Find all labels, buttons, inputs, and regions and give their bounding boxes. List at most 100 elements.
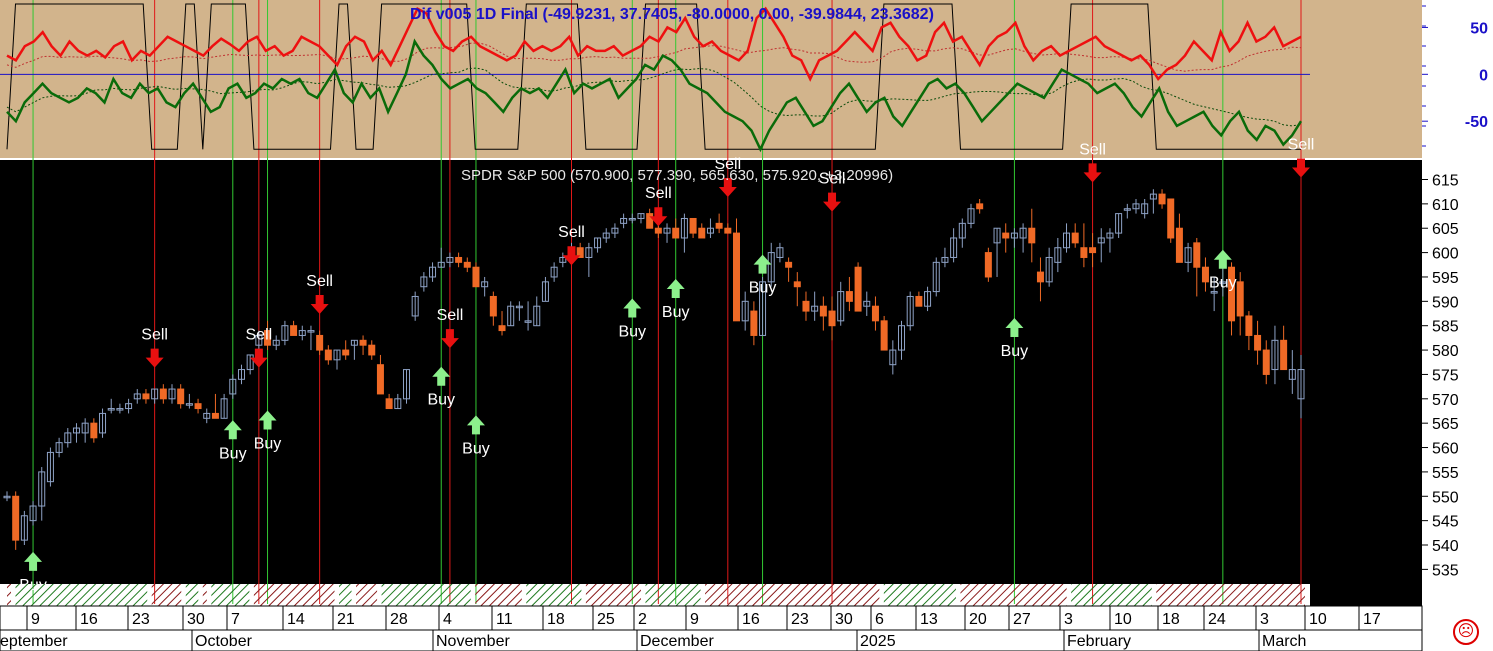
candle-body <box>333 349 341 361</box>
candle-body <box>793 281 801 288</box>
candle-body <box>507 305 515 327</box>
day-label: 4 <box>443 611 452 628</box>
candle-body <box>72 427 80 434</box>
month-label: December <box>640 633 714 650</box>
bearish-hatch-segment <box>202 584 207 606</box>
candle-body <box>724 227 732 234</box>
day-label: 18 <box>547 611 565 628</box>
candle-body <box>811 305 819 312</box>
candle-body <box>611 227 619 234</box>
candle-body <box>342 349 350 356</box>
candle-body <box>1045 256 1053 283</box>
sell-label: Sell <box>645 185 672 202</box>
candle-body <box>680 217 688 239</box>
bullish-hatch-segment <box>15 584 148 606</box>
candle-body <box>802 300 810 312</box>
sell-label: Sell <box>141 327 168 344</box>
candle-body <box>385 398 393 410</box>
candle-body <box>1271 339 1279 371</box>
month-label: October <box>195 633 253 650</box>
candle-body <box>281 325 289 341</box>
candle-body <box>472 266 480 288</box>
sad-face-icon[interactable]: ☹ <box>1453 619 1479 645</box>
candle-body <box>628 217 636 221</box>
candle-body <box>967 208 975 224</box>
candle-body <box>750 310 758 336</box>
candle-body <box>402 369 410 400</box>
sell-arrow-icon <box>1292 158 1310 178</box>
price-tick-label: 565 <box>1432 416 1459 433</box>
month-label: November <box>436 633 510 650</box>
candle-body <box>90 422 98 439</box>
sell-arrow-icon <box>562 246 581 266</box>
candle-body <box>151 388 159 400</box>
candle-body <box>889 349 897 366</box>
price-tick-label: 595 <box>1432 270 1459 287</box>
candle-body <box>420 276 428 288</box>
candle-body <box>1080 247 1088 258</box>
candle-body <box>1036 271 1044 283</box>
candle-body <box>854 266 862 312</box>
candle-body <box>1123 208 1131 211</box>
sell-label: Sell <box>437 307 464 324</box>
candle-body <box>863 300 871 307</box>
day-label: 23 <box>132 611 150 628</box>
candle-body <box>1019 227 1027 239</box>
candle-body <box>541 281 549 302</box>
candle-body <box>715 222 723 229</box>
bullish-hatch-segment <box>185 584 199 606</box>
candle-body <box>576 247 584 258</box>
candle-body <box>324 349 332 361</box>
day-label: 3 <box>1260 611 1269 628</box>
day-label: 30 <box>835 611 853 628</box>
candle-body <box>38 471 46 507</box>
candle-body <box>1106 232 1114 239</box>
candle-body <box>99 412 107 434</box>
bullish-hatch-segment <box>883 584 956 606</box>
candle-body <box>1254 334 1262 351</box>
candle-body <box>1028 227 1036 244</box>
candle-body <box>168 388 176 400</box>
candle-body <box>159 388 167 400</box>
candle-body <box>776 247 784 258</box>
candle-body <box>203 412 211 419</box>
candle-body <box>272 339 280 346</box>
candle-body <box>559 256 567 263</box>
candle-body <box>828 310 836 327</box>
candle-body <box>1175 227 1183 263</box>
candle-body <box>81 422 89 434</box>
candle-body <box>185 403 193 406</box>
candle-body <box>845 291 853 302</box>
sell-arrow-icon <box>649 207 668 227</box>
day-label: 9 <box>690 611 699 628</box>
buy-arrow-icon <box>1005 317 1024 337</box>
price-tick-label: 545 <box>1432 514 1459 531</box>
candle-body <box>116 408 124 411</box>
candle-body <box>646 213 654 229</box>
candle-body <box>133 393 141 400</box>
candle-body <box>1097 237 1105 244</box>
buy-label: Buy <box>462 440 490 457</box>
candle-body <box>733 232 741 322</box>
candle-body <box>376 364 384 395</box>
candle-body <box>672 227 680 239</box>
bearish-hatch-segment <box>960 584 1067 606</box>
sell-arrow-icon <box>249 348 268 368</box>
candle-body <box>307 330 315 333</box>
buy-arrow-icon <box>24 551 43 571</box>
month-axis <box>0 629 1423 651</box>
candle-body <box>142 393 150 400</box>
candle-body <box>524 320 532 323</box>
sell-label: Sell <box>306 273 333 290</box>
sell-arrow-icon <box>440 329 459 349</box>
day-label: 13 <box>920 611 938 628</box>
day-label: 16 <box>80 611 98 628</box>
candle-body <box>107 408 115 411</box>
candle-body <box>1071 232 1079 244</box>
candle-body <box>211 412 219 419</box>
bearish-hatch-segment <box>151 584 182 606</box>
candle-body <box>1219 281 1227 284</box>
day-label: 7 <box>231 611 240 628</box>
candle-body <box>620 217 628 224</box>
